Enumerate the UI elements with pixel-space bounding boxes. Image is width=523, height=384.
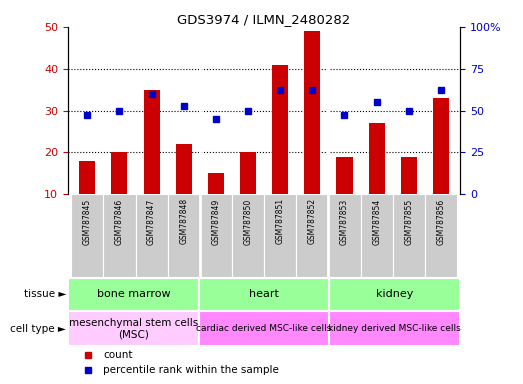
- Text: bone marrow: bone marrow: [97, 289, 170, 299]
- FancyBboxPatch shape: [135, 194, 168, 278]
- Text: GSM787856: GSM787856: [437, 198, 446, 245]
- Bar: [143, 89, 160, 194]
- Text: percentile rank within the sample: percentile rank within the sample: [104, 365, 279, 375]
- Bar: [304, 31, 321, 194]
- Text: GSM787851: GSM787851: [276, 198, 285, 245]
- Bar: [208, 173, 224, 194]
- Text: GSM787850: GSM787850: [244, 198, 253, 245]
- Bar: [176, 144, 192, 194]
- Text: kidney derived MSC-like cells: kidney derived MSC-like cells: [328, 324, 461, 333]
- FancyBboxPatch shape: [329, 278, 460, 311]
- FancyBboxPatch shape: [296, 194, 328, 278]
- FancyBboxPatch shape: [264, 194, 296, 278]
- Bar: [369, 123, 385, 194]
- FancyBboxPatch shape: [68, 278, 199, 311]
- Text: cardiac derived MSC-like cells: cardiac derived MSC-like cells: [197, 324, 332, 333]
- Text: mesenchymal stem cells
(MSC): mesenchymal stem cells (MSC): [69, 318, 198, 339]
- Text: GSM787845: GSM787845: [83, 198, 92, 245]
- Bar: [272, 65, 288, 194]
- FancyBboxPatch shape: [360, 194, 393, 278]
- Bar: [79, 161, 95, 194]
- Text: cell type ►: cell type ►: [10, 324, 66, 334]
- Text: GSM787855: GSM787855: [404, 198, 413, 245]
- Text: GSM787854: GSM787854: [372, 198, 381, 245]
- FancyBboxPatch shape: [200, 194, 232, 278]
- FancyBboxPatch shape: [232, 194, 264, 278]
- FancyBboxPatch shape: [68, 311, 199, 346]
- Text: GSM787849: GSM787849: [211, 198, 220, 245]
- Text: GSM787846: GSM787846: [115, 198, 124, 245]
- FancyBboxPatch shape: [104, 194, 135, 278]
- Bar: [401, 157, 417, 194]
- Bar: [433, 98, 449, 194]
- FancyBboxPatch shape: [71, 194, 104, 278]
- Text: kidney: kidney: [376, 289, 414, 299]
- FancyBboxPatch shape: [393, 194, 425, 278]
- FancyBboxPatch shape: [199, 311, 329, 346]
- Bar: [336, 157, 353, 194]
- Text: GSM787848: GSM787848: [179, 198, 188, 245]
- Text: heart: heart: [249, 289, 279, 299]
- Bar: [240, 152, 256, 194]
- FancyBboxPatch shape: [425, 194, 457, 278]
- FancyBboxPatch shape: [328, 194, 360, 278]
- Text: tissue ►: tissue ►: [24, 289, 66, 299]
- Text: count: count: [104, 350, 133, 360]
- FancyBboxPatch shape: [168, 194, 200, 278]
- FancyBboxPatch shape: [199, 278, 329, 311]
- FancyBboxPatch shape: [329, 311, 460, 346]
- Title: GDS3974 / ILMN_2480282: GDS3974 / ILMN_2480282: [177, 13, 351, 26]
- Bar: [111, 152, 128, 194]
- Text: GSM787853: GSM787853: [340, 198, 349, 245]
- Text: GSM787847: GSM787847: [147, 198, 156, 245]
- Text: GSM787852: GSM787852: [308, 198, 317, 245]
